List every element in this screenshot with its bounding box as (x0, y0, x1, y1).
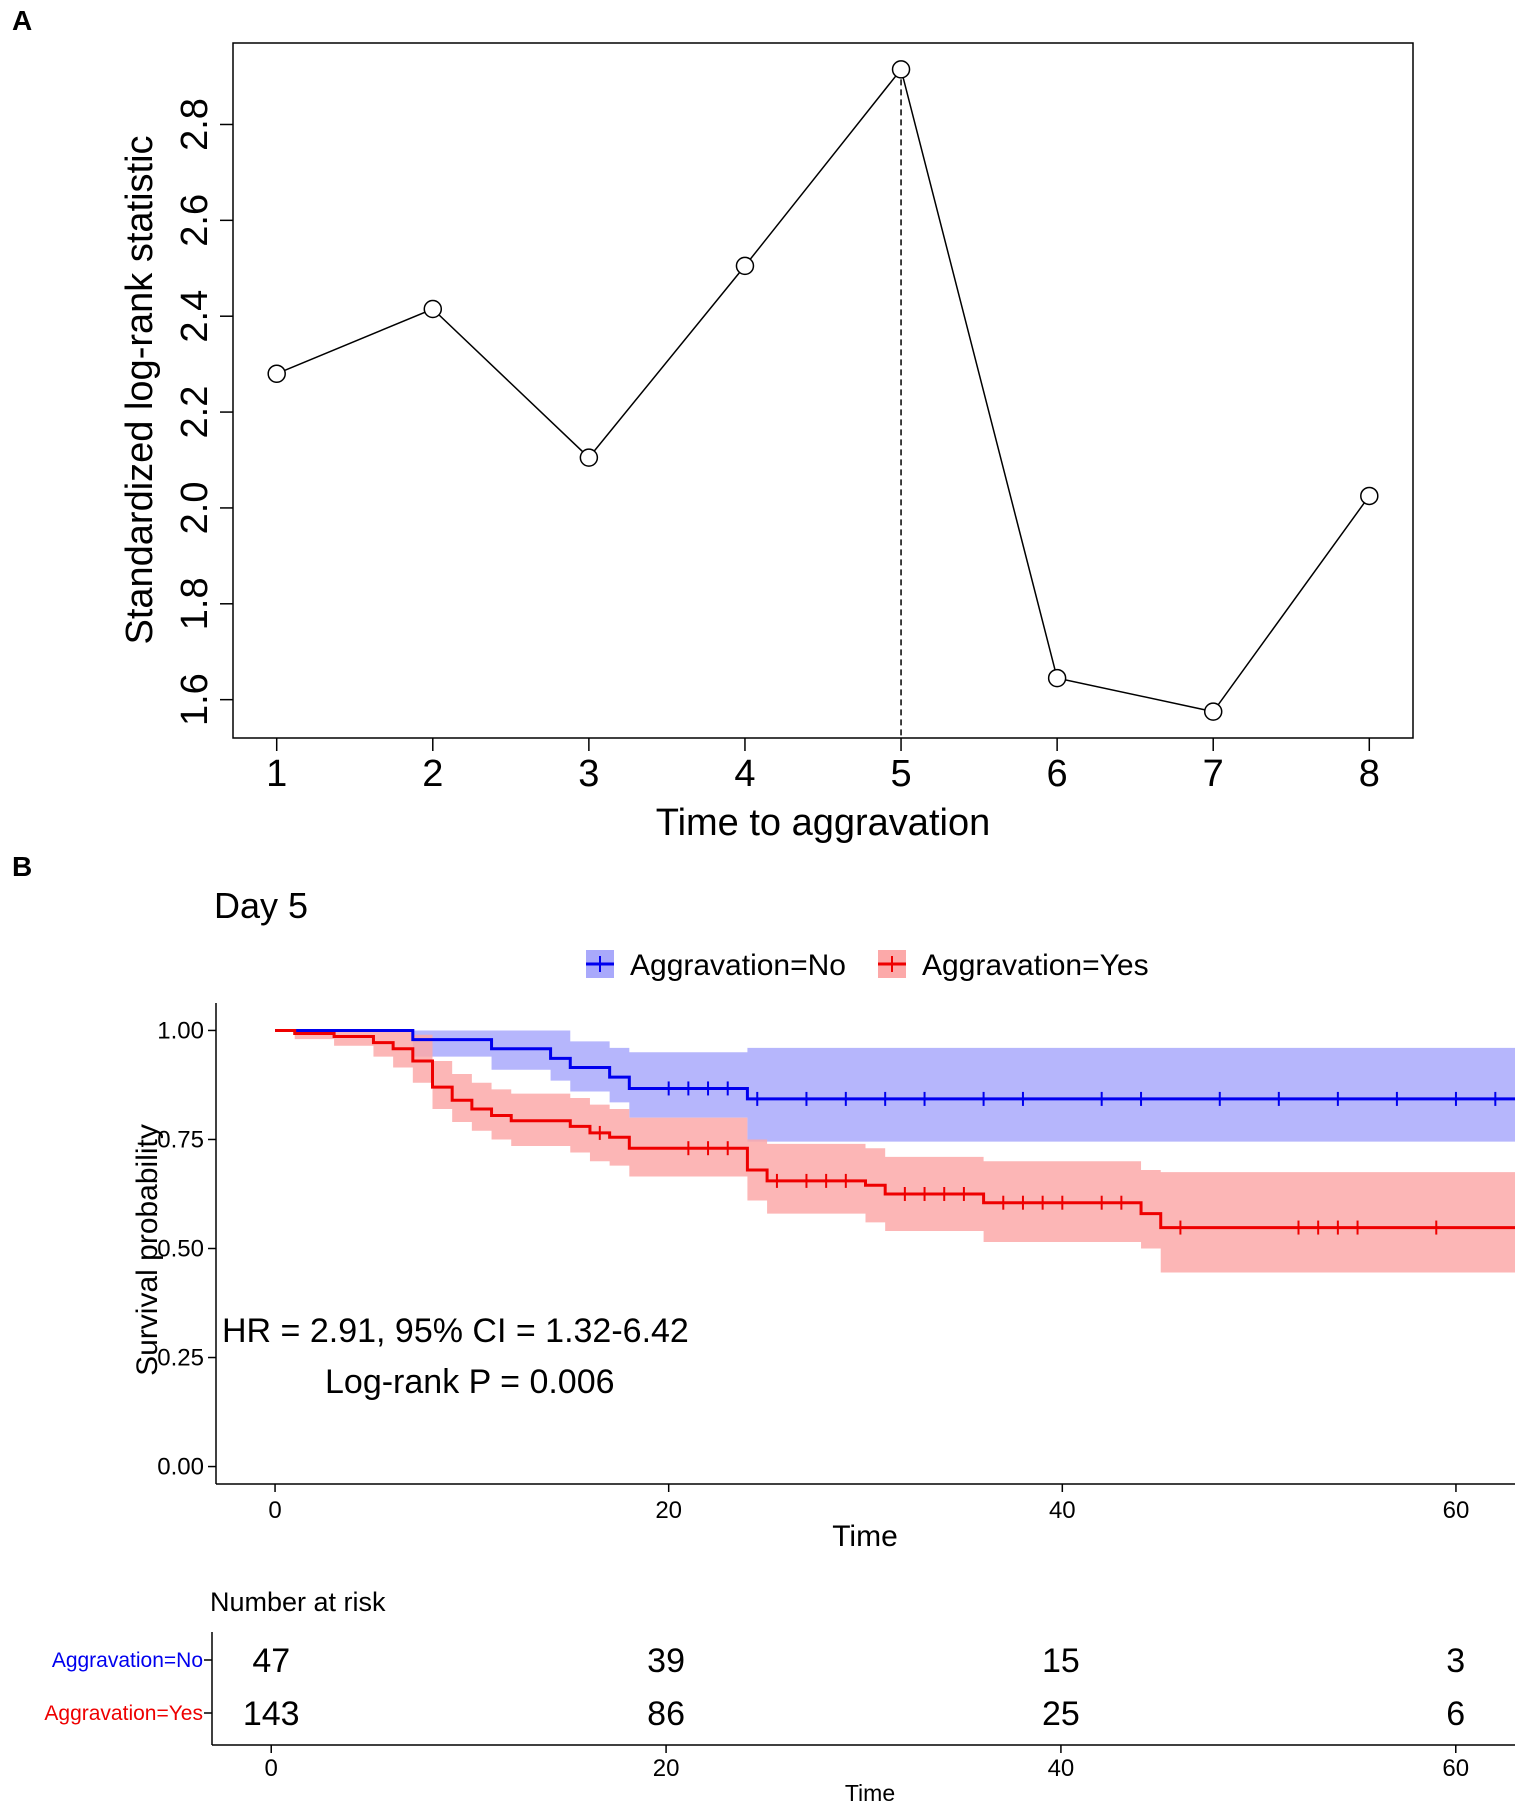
panel-a-series-line (276, 67, 1370, 713)
panel-b-title: Day 5 (214, 885, 308, 926)
panel-a-data-point (891, 60, 911, 79)
panel-a-y-tick-label: 2.6 (174, 194, 216, 247)
legend-label-yes: Aggravation=Yes (922, 949, 1149, 982)
panel-a-x-tick-label: 7 (1203, 753, 1224, 795)
panel-a-data-point (579, 448, 599, 467)
risk-table-x-tick-label: 0 (265, 1755, 278, 1782)
risk-table-cell: 86 (647, 1695, 685, 1733)
panel-b-y-tick-label: 0.75 (157, 1126, 204, 1153)
risk-row-label-no: Aggravation=No (52, 1649, 203, 1672)
panel-a-y-tick-label: 2.2 (174, 386, 216, 439)
panel-b-x-tick-label: 60 (1443, 1497, 1470, 1524)
panel-a-y-tick-label: 1.8 (174, 577, 216, 630)
hr-annotation: HR = 2.91, 95% CI = 1.32-6.42 (222, 1312, 689, 1350)
p-annotation: Log-rank P = 0.006 (325, 1363, 615, 1401)
panel-b-x-tick-label: 40 (1049, 1497, 1076, 1524)
ci-band-no (275, 1030, 1516, 1142)
panel-a-x-tick-label: 1 (266, 753, 287, 795)
risk-table-cell: 25 (1042, 1695, 1080, 1733)
panel-a-y-tick-label: 2.0 (174, 482, 216, 535)
panel-b-label: B (12, 851, 32, 882)
panel-a-x-tick-label: 3 (578, 753, 599, 795)
panel-a-plot-frame (232, 42, 1414, 739)
panel-a-y-tick-label: 1.6 (174, 673, 216, 726)
panel-a-label: A (12, 5, 32, 36)
panel-a-data-point (267, 364, 286, 383)
risk-table: Aggravation=No Aggravation=Yes 47 39 15 3 14… (44, 1632, 1515, 1782)
risk-table-cell: 39 (647, 1642, 685, 1680)
risk-table-cell: 3 (1446, 1642, 1465, 1680)
panel-b-y-tick-label: 0.00 (157, 1454, 204, 1481)
panel-b-ylabel: Survival probability (131, 1124, 164, 1376)
panel-a-x-tick-label: 4 (734, 753, 755, 795)
risk-table-cell: 143 (243, 1695, 300, 1733)
panel-a-y-tick-label: 2.8 (174, 98, 216, 151)
risk-table-cell: 6 (1446, 1695, 1465, 1733)
risk-row-label-yes: Aggravation=Yes (44, 1702, 203, 1725)
risk-table-x-tick-label: 60 (1442, 1755, 1469, 1782)
risk-table-xlabel: Time (845, 1780, 895, 1806)
panel-a-data-point (1360, 486, 1379, 506)
panel-b-xlabel: Time (832, 1520, 898, 1553)
panel-a-data-point (1203, 702, 1223, 721)
risk-table-x-tick-label: 20 (653, 1755, 680, 1782)
panel-a-x-tick-label: 5 (890, 753, 911, 795)
panel-a-ylabel: Standardized log-rank statistic (119, 135, 161, 644)
panel-a-data-point (1047, 668, 1067, 688)
ci-band-yes (275, 1030, 1516, 1273)
legend: Aggravation=No Aggravation=Yes (586, 949, 1149, 982)
panel-b-x-tick-label: 0 (268, 1497, 281, 1524)
panel-b-y-tick-label: 1.00 (157, 1017, 204, 1044)
panel-a-x-tick-label: 8 (1359, 753, 1380, 795)
panel-a-data-point (735, 256, 755, 276)
panel-a-x-tick-label: 6 (1047, 753, 1068, 795)
legend-label-no: Aggravation=No (630, 949, 846, 982)
panel-a-xlabel: Time to aggravation (656, 802, 990, 844)
panel-b-chart: 0 20 40 60 0.00 0.25 0.50 0.75 1.00 (157, 1003, 1516, 1524)
risk-table-cell: 15 (1042, 1642, 1080, 1680)
risk-table-title: Number at risk (210, 1587, 386, 1617)
risk-table-x-tick-label: 40 (1048, 1755, 1075, 1782)
panel-a-chart: 1 2 3 4 5 6 7 8 1.6 1.8 2.0 2.2 2.4 2.6 2.8 (174, 42, 1414, 795)
risk-table-cell: 47 (252, 1642, 290, 1680)
panel-b-y-tick-label: 0.25 (157, 1345, 204, 1372)
survival-curve-yes (275, 1028, 1515, 1230)
panel-b-y-tick-label: 0.50 (157, 1236, 204, 1263)
panel-a-x-tick-label: 2 (422, 753, 443, 795)
panel-a-data-point (423, 299, 443, 319)
panel-a-y-tick-label: 2.4 (174, 290, 216, 343)
panel-b-x-tick-label: 20 (655, 1497, 682, 1524)
